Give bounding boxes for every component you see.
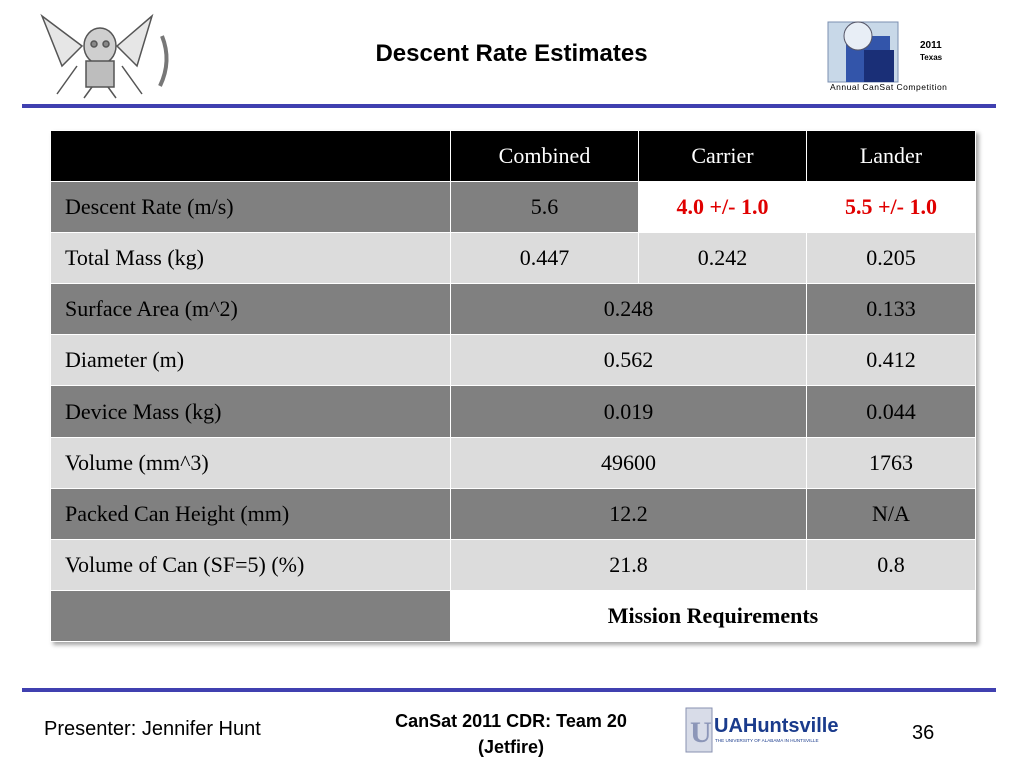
footer-cdr-line: CanSat 2011 CDR: Team 20 [395, 711, 627, 731]
row-label: Total Mass (kg) [50, 232, 451, 285]
footer-team-info: CanSat 2011 CDR: Team 20 (Jetfire) [350, 708, 672, 760]
table-row: Volume of Can (SF=5) (%) 21.8 0.8 [50, 538, 976, 591]
combined-carrier-value: 49600 [450, 436, 807, 489]
row-label: Surface Area (m^2) [50, 283, 451, 336]
row-label: Packed Can Height (mm) [50, 487, 451, 540]
row-label: Diameter (m) [50, 334, 451, 387]
svg-text:U: U [690, 716, 712, 749]
slide-title: Descent Rate Estimates [375, 40, 648, 67]
page-number: 36 [912, 722, 935, 744]
row-label: Device Mass (kg) [50, 385, 451, 438]
header-cell: Carrier [638, 129, 807, 183]
lander-value: 0.205 [806, 232, 976, 285]
table-row: Volume (mm^3) 49600 1763 [50, 436, 976, 489]
presenter-name: Presenter: Jennifer Hunt [44, 718, 261, 740]
header-cell: Lander [806, 129, 976, 183]
table-header-row: Combined Carrier Lander [50, 129, 976, 183]
combined-carrier-value: 0.248 [450, 283, 807, 336]
lander-value: N/A [806, 487, 976, 540]
logo-year: 2011 [920, 40, 942, 51]
lander-value: 0.412 [806, 334, 976, 387]
combined-carrier-value: 0.019 [450, 385, 807, 438]
lander-value: 0.8 [806, 538, 976, 591]
footer-divider [22, 688, 996, 692]
combined-value: 0.447 [450, 232, 639, 285]
logo-caption: Annual CanSat Competition [830, 82, 947, 92]
footer-team-name: (Jetfire) [477, 737, 544, 757]
table-row: Device Mass (kg) 0.019 0.044 [50, 385, 976, 438]
header-divider [22, 104, 996, 108]
cansat-competition-logo: 2011 Texas Annual CanSat Competition [827, 21, 947, 92]
row-label: Volume (mm^3) [50, 436, 451, 489]
header-cell [50, 129, 451, 183]
row-label: Descent Rate (m/s) [50, 181, 451, 234]
uah-logo-subtext: THE UNIVERSITY OF ALABAMA IN HUNTSVILLE [715, 738, 819, 743]
uahuntsville-logo: U UAHuntsville THE UNIVERSITY OF ALABAMA… [685, 707, 838, 753]
team-jetfire-logo [40, 13, 169, 99]
table-row: Total Mass (kg) 0.447 0.242 0.205 [50, 232, 976, 285]
descent-rate-table: Combined Carrier Lander Descent Rate (m/… [50, 129, 976, 643]
legend-blank-cell [50, 589, 451, 643]
carrier-value: 0.242 [638, 232, 807, 285]
combined-value: 5.6 [450, 181, 639, 234]
lander-value: 5.5 +/- 1.0 [806, 181, 976, 234]
carrier-value: 4.0 +/- 1.0 [638, 181, 807, 234]
lander-value: 1763 [806, 436, 976, 489]
table-legend-row: Mission Requirements [50, 589, 976, 643]
table-row: Diameter (m) 0.562 0.412 [50, 334, 976, 387]
row-label: Volume of Can (SF=5) (%) [50, 538, 451, 591]
table-row: Packed Can Height (mm) 12.2 N/A [50, 487, 976, 540]
uah-logo-text: UAHuntsville [714, 715, 838, 737]
header-cell: Combined [450, 129, 639, 183]
lander-value: 0.044 [806, 385, 976, 438]
combined-carrier-value: 0.562 [450, 334, 807, 387]
combined-carrier-value: 21.8 [450, 538, 807, 591]
table-row: Descent Rate (m/s) 5.6 4.0 +/- 1.0 5.5 +… [50, 181, 976, 234]
table-row: Surface Area (m^2) 0.248 0.133 [50, 283, 976, 336]
logo-state: Texas [920, 53, 943, 62]
lander-value: 0.133 [806, 283, 976, 336]
combined-carrier-value: 12.2 [450, 487, 807, 540]
mission-requirements-legend: Mission Requirements [450, 589, 976, 643]
